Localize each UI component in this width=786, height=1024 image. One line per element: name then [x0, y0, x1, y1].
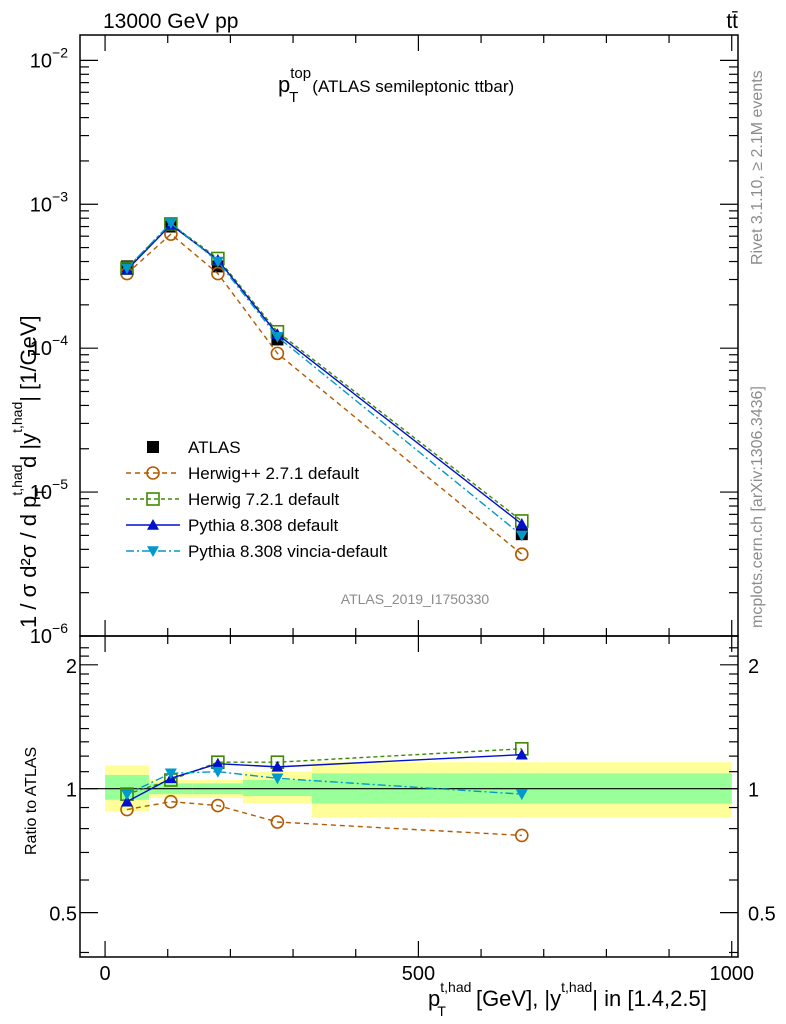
legend-marker-atlas [147, 441, 159, 453]
point-pythia-8-308-vincia-default [515, 530, 528, 542]
legend-marker-pythia-8-308-default [147, 519, 159, 530]
legend-marker-herwig-2-7-1-default [146, 466, 160, 480]
point-herwig-2-7-1-default [270, 346, 285, 361]
ratio-point-pythia-8-308-default [271, 760, 284, 772]
x-tick-label: 0 [100, 963, 111, 985]
legend-label-herwig-7-2-1-default: Herwig 7.2.1 default [188, 490, 339, 509]
point-herwig-2-7-1-default [514, 547, 529, 562]
ratio-tick-label-right: 1 [748, 780, 759, 802]
point-pythia-8-308-default [515, 518, 528, 529]
ratio-point-herwig-2-7-1-default [270, 815, 285, 829]
legend-marker-pythia-8-308-vincia-default [147, 546, 159, 557]
y-axis-label: 1 / σ d²σ / d pt,had Td |yt,had| [1/GeV] [9, 315, 49, 628]
legend-label-pythia-8-308-vincia-default: Pythia 8.308 vincia-default [188, 542, 388, 561]
process-label: tt̄ [726, 10, 738, 33]
ratio-point-pythia-8-308-vincia-default [121, 789, 133, 801]
ratio-plot: 0 500 1000 0.5 0.5 1 1 2 2 [49, 635, 776, 985]
legend-label-pythia-8-308-default: Pythia 8.308 default [188, 516, 339, 535]
legend: ATLAS Herwig++ 2.7.1 default Herwig 7.2.1 … [126, 438, 388, 561]
y-tick-label: 10−5 [30, 476, 68, 504]
ratio-point-pythia-8-308-default [515, 748, 528, 760]
point-pythia-8-308-vincia-default [164, 218, 177, 230]
ratio-point-pythia-8-308-vincia-default [211, 766, 224, 778]
ratio-point-herwig-2-7-1-default [211, 798, 225, 813]
ratio-tick-label-left: 0.5 [49, 904, 77, 926]
ratio-line-herwig-7-2-1-default [126, 748, 522, 795]
main-plot: 10−6 10−5 10−4 10−3 10−2 [30, 34, 739, 648]
ratio-point-pythia-8-308-vincia-default [164, 768, 177, 780]
ratio-tick-label-left: 1 [66, 780, 77, 802]
y-tick-label: 10−6 [30, 620, 68, 648]
plot-title: ptop T(ATLAS semileptonic ttbar) [278, 65, 514, 106]
x-axis-label: pt,had T [GeV], |yt,had| in [1.4,2.5] [428, 979, 707, 1019]
point-herwig-7-2-1-default [164, 217, 178, 231]
y-tick-label: 10−4 [30, 332, 68, 360]
uncertainty-band-inner [242, 779, 312, 797]
series-line-pythia-8-308-vincia-default [126, 222, 523, 536]
ratio-tick-label-left: 2 [66, 656, 77, 678]
ratio-line-herwig-2-7-1-default [126, 800, 522, 837]
point-pythia-8-308-vincia-default [211, 256, 224, 268]
point-herwig-2-7-1-default [211, 266, 225, 281]
point-pythia-8-308-vincia-default [121, 263, 133, 275]
main-frame [79, 34, 739, 637]
energy-label: 13000 GeV pp [103, 10, 238, 33]
ratio-point-herwig-2-7-1-default [514, 828, 529, 843]
x-tick-label: 500 [402, 963, 435, 985]
ratio-point-pythia-8-308-default [121, 795, 133, 807]
ratio-point-pythia-8-308-vincia-default [271, 773, 284, 785]
ratio-point-pythia-8-308-vincia-default [515, 789, 528, 801]
ratio-tick-label-right: 2 [748, 656, 759, 678]
mcplots-source-label: mcplots.cern.ch [arXiv:1306.3436] [749, 386, 766, 628]
y-tick-label: 10−2 [30, 44, 68, 72]
legend-label-herwig-2-7-1-default: Herwig++ 2.7.1 default [188, 464, 359, 483]
ratio-point-pythia-8-308-default [211, 757, 224, 769]
series-line-herwig-2-7-1-default [126, 233, 523, 555]
ratio-axis-label: Ratio to ATLAS [23, 747, 40, 855]
point-pythia-8-308-vincia-default [271, 331, 284, 343]
rivet-version-label: Rivet 3.1.10, ≥ 2.1M events [749, 70, 766, 265]
ratio-point-herwig-2-7-1-default [164, 794, 178, 809]
legend-marker-herwig-7-2-1-default [146, 492, 160, 506]
analysis-id-label: ATLAS_2019_I1750330 [341, 591, 490, 607]
x-tick-label: 1000 [709, 963, 754, 985]
ratio-frame [79, 635, 739, 958]
legend-label-atlas: ATLAS [188, 438, 241, 457]
ratio-tick-label-right: 0.5 [748, 904, 776, 926]
y-tick-label: 10−3 [30, 188, 68, 216]
ratio-line-pythia-8-308-vincia-default [126, 770, 522, 795]
